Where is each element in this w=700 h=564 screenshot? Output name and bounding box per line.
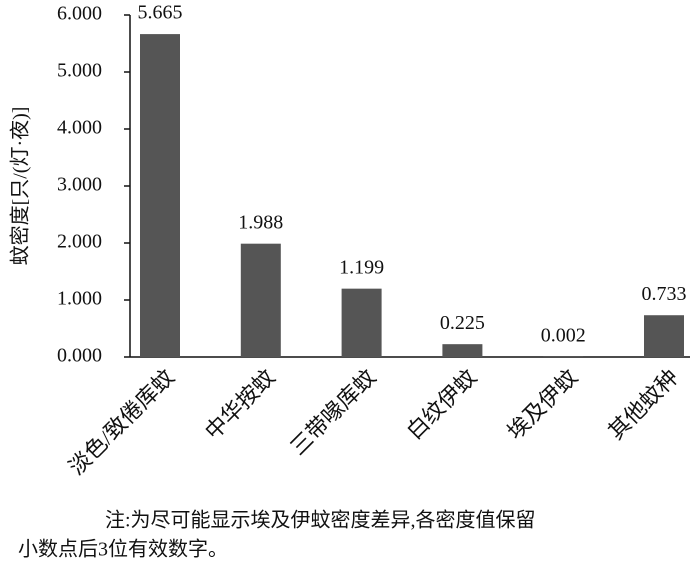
bar bbox=[644, 315, 684, 357]
y-tick-label: 0.000 bbox=[57, 345, 102, 367]
y-tick-label: 3.000 bbox=[57, 174, 102, 196]
value-label: 1.988 bbox=[238, 211, 283, 233]
bar bbox=[341, 288, 382, 357]
y-axis-label: 蚊密度[只/(灯·夜)] bbox=[9, 107, 32, 266]
note-line: 小数点后3位有效数字。 bbox=[18, 538, 228, 561]
value-label: 5.665 bbox=[138, 2, 183, 24]
bar bbox=[442, 344, 483, 357]
y-tick-label: 5.000 bbox=[57, 60, 102, 82]
y-tick-label: 2.000 bbox=[57, 231, 102, 253]
y-tick-label: 1.000 bbox=[57, 288, 102, 310]
x-tick-label: 淡色/致倦库蚊 bbox=[64, 364, 179, 479]
x-tick-label: 三带喙库蚊 bbox=[285, 364, 380, 459]
x-tick-label: 中华按蚊 bbox=[200, 364, 280, 444]
value-label: 1.199 bbox=[339, 256, 384, 278]
value-label: 0.225 bbox=[440, 312, 485, 334]
value-label: 0.733 bbox=[642, 283, 687, 305]
value-label: 0.002 bbox=[541, 324, 586, 346]
x-tick-label: 白纹伊蚊 bbox=[402, 364, 482, 444]
bar bbox=[140, 34, 180, 357]
x-tick-label: 其他蚊种 bbox=[603, 364, 683, 444]
x-tick-label: 埃及伊蚊 bbox=[502, 364, 582, 444]
note-line: 注:为尽可能显示埃及伊蚊密度差异,各密度值保留 bbox=[105, 509, 536, 532]
bar bbox=[240, 243, 281, 357]
y-tick-label: 4.000 bbox=[57, 117, 102, 139]
y-tick-label: 6.000 bbox=[57, 3, 102, 25]
